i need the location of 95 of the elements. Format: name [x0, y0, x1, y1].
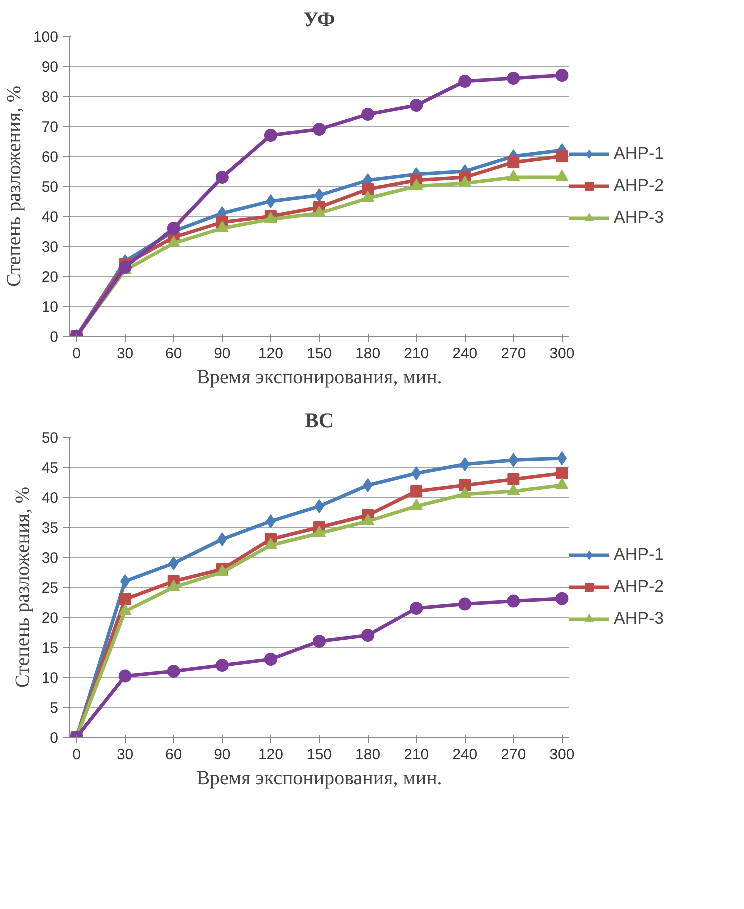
y-tick-label: 100: [33, 29, 59, 46]
x-tick-label: 30: [116, 746, 134, 764]
y-tick-label: 0: [50, 329, 58, 346]
point: [410, 99, 424, 112]
x-tick-label: 180: [356, 346, 381, 362]
point: [458, 598, 472, 611]
y-tick-label: 30: [42, 239, 59, 256]
y-tick-label: 15: [42, 640, 59, 657]
point: [216, 659, 229, 672]
point: [458, 75, 472, 88]
point: [363, 478, 373, 492]
x-tick-label: 0: [72, 746, 81, 764]
legend-label: AHP-1: [614, 545, 664, 565]
x-tick-label: 150: [306, 746, 332, 764]
x-tick-label: 270: [501, 746, 526, 764]
point: [508, 453, 519, 468]
x-tick-label: 240: [452, 746, 478, 764]
point: [167, 665, 180, 678]
point: [218, 532, 228, 546]
x-tick-label: 120: [258, 346, 284, 362]
y-tick-label: 40: [42, 209, 59, 226]
point: [118, 670, 132, 683]
point: [266, 514, 276, 528]
point: [264, 129, 278, 142]
y-tick-label: 30: [42, 550, 59, 567]
legend-label: AHP-3: [614, 609, 664, 629]
y-tick-label: 45: [42, 460, 59, 477]
x-axis-title: Время экспонирования, мин.: [196, 366, 442, 388]
point: [167, 222, 180, 235]
point: [362, 629, 375, 642]
y-tick-label: 25: [42, 580, 59, 597]
x-tick-label: 120: [258, 746, 284, 764]
point: [557, 452, 568, 466]
x-tick-label: 240: [452, 346, 478, 362]
y-tick-label: 80: [42, 89, 59, 106]
legend-label: AHP-2: [614, 577, 664, 597]
point: [313, 123, 326, 136]
x-tick-label: 270: [501, 346, 526, 362]
point: [169, 556, 179, 570]
y-tick-label: 35: [42, 520, 59, 537]
x-tick-label: 180: [356, 746, 381, 764]
y-tick-label: 0: [50, 730, 58, 747]
point: [314, 500, 324, 514]
point: [362, 184, 374, 196]
point: [216, 171, 229, 184]
point: [119, 594, 132, 606]
y-tick-label: 10: [42, 670, 59, 687]
x-tick-label: 90: [214, 346, 231, 362]
x-tick-label: 210: [404, 746, 430, 764]
x-axis-title: Время экспонирования, мин.: [196, 768, 442, 790]
point: [120, 574, 130, 588]
y-tick-label: 50: [42, 430, 59, 447]
x-tick-label: 0: [72, 346, 81, 362]
x-tick-label: 60: [166, 746, 182, 764]
x-tick-label: 60: [166, 346, 182, 362]
x-tick-label: 30: [116, 346, 134, 362]
point: [508, 474, 520, 486]
point: [460, 458, 470, 472]
point: [556, 69, 569, 82]
point: [410, 486, 423, 498]
chart-title: УФ: [304, 8, 336, 32]
x-tick-label: 300: [550, 346, 575, 362]
point: [313, 635, 326, 648]
point: [314, 188, 324, 202]
y-tick-label: 20: [42, 269, 59, 286]
y-axis-title: Степень разложения, %: [12, 486, 34, 688]
x-tick-label: 300: [550, 746, 575, 764]
point: [266, 194, 276, 208]
y-tick-label: 10: [42, 299, 59, 316]
y-tick-label: 60: [42, 149, 59, 166]
x-tick-label: 150: [306, 346, 332, 362]
y-tick-label: 5: [50, 700, 58, 717]
chart-title: ВС: [304, 408, 334, 432]
y-tick-label: 40: [42, 490, 59, 507]
legend-label: AHP-3: [614, 208, 664, 228]
x-tick-label: 90: [214, 746, 231, 764]
y-tick-label: 70: [42, 119, 59, 136]
point: [507, 594, 520, 608]
point: [508, 156, 520, 168]
y-axis-title: Степень разложения, %: [3, 86, 26, 288]
point: [556, 592, 569, 606]
point: [412, 466, 422, 480]
point: [459, 480, 472, 492]
x-tick-label: 210: [404, 346, 430, 362]
point: [556, 468, 568, 480]
point: [507, 72, 520, 85]
point: [264, 653, 278, 666]
legend-label: AHP-1: [614, 144, 664, 164]
y-tick-label: 50: [42, 179, 59, 196]
y-tick-label: 20: [42, 610, 59, 627]
legend-label: AHP-2: [614, 176, 664, 196]
point: [410, 602, 424, 615]
y-tick-label: 90: [42, 59, 59, 76]
point: [362, 108, 375, 121]
point: [556, 150, 568, 162]
